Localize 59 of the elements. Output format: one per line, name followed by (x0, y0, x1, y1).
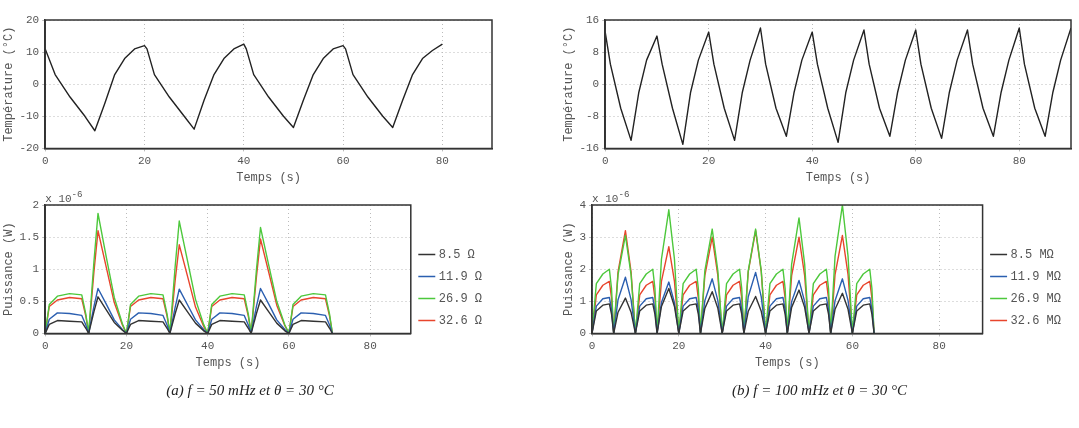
text: x 10$^{-6}$ (45, 189, 83, 205)
legend-label: 26.9 Ω (438, 291, 483, 306)
x-tick-label: 0 (601, 154, 609, 167)
y-axis-title: Puissance (W) (562, 222, 577, 317)
y-tick-label: 4 (579, 198, 587, 211)
y-tick-label: 0 (32, 327, 40, 340)
x-tick-label: 80 (932, 339, 946, 352)
x-tick-label: 20 (672, 339, 686, 352)
legend-label: 8.5 MΩ (1010, 247, 1054, 262)
text: (a) f = 50 mHz et θ = 30 °C (165, 382, 335, 399)
x-tick-label: 80 (1012, 154, 1026, 167)
x-tick-label: 80 (363, 339, 377, 352)
y-axis-title: Température (°C) (2, 26, 17, 142)
legend-label: 26.9 MΩ (1010, 291, 1062, 306)
y-tick-label: 1 (32, 263, 40, 276)
y-tick-label: 0 (579, 327, 586, 340)
legend-label: 32.6 MΩ (1010, 313, 1062, 328)
text: (b) f = 100 mHz et θ = 30 °C (731, 382, 908, 399)
x-tick-label: 60 (282, 339, 296, 352)
y-tick-label: -8 (586, 110, 600, 123)
y-tick-label: 8 (592, 46, 600, 59)
x-tick-label: 40 (759, 339, 773, 352)
x-tick-label: 60 (909, 154, 923, 167)
x-tick-label: 20 (702, 154, 716, 167)
y-tick-label: -10 (19, 110, 40, 123)
x-tick-label: 40 (805, 154, 819, 167)
legend-label: 32.6 Ω (438, 313, 483, 328)
y-tick-label: 1.5 (19, 231, 40, 244)
legend-label: 11.9 Ω (438, 269, 483, 284)
legend-label: 11.9 MΩ (1010, 269, 1062, 284)
x-tick-label: 20 (137, 154, 152, 167)
x-axis-title: Temps (s) (195, 355, 261, 370)
x-tick-label: 80 (435, 154, 449, 167)
legend-label: 8.5 Ω (438, 247, 475, 262)
y-tick-label: 3 (579, 231, 586, 244)
y-tick-label: -16 (579, 142, 600, 155)
y-tick-label: 0 (592, 78, 600, 91)
y-axis-title: Température (°C) (562, 26, 577, 142)
x-tick-label: 20 (119, 339, 134, 352)
y-tick-label: -20 (19, 142, 40, 155)
x-tick-label: 0 (41, 339, 49, 352)
x-tick-label: 60 (845, 339, 859, 352)
y-tick-label: 0.5 (19, 295, 40, 308)
text: x 10$^{-6}$ (592, 189, 630, 205)
x-tick-label: 40 (237, 154, 251, 167)
y-tick-label: 0 (32, 78, 40, 91)
y-axis-title: Puissance (W) (2, 222, 17, 317)
x-axis-title: Temps (s) (754, 355, 820, 370)
y-tick-label: 20 (26, 13, 40, 26)
y-tick-label: 2 (32, 198, 40, 211)
x-tick-label: 60 (336, 154, 350, 167)
x-axis-title: Temps (s) (805, 170, 871, 185)
x-axis-title: Temps (s) (236, 170, 302, 185)
x-tick-label: 0 (41, 154, 49, 167)
x-tick-label: 40 (201, 339, 215, 352)
y-tick-label: 1 (579, 295, 587, 308)
y-tick-label: 16 (586, 13, 600, 26)
y-tick-label: 10 (26, 46, 40, 59)
y-tick-label: 2 (579, 263, 586, 276)
